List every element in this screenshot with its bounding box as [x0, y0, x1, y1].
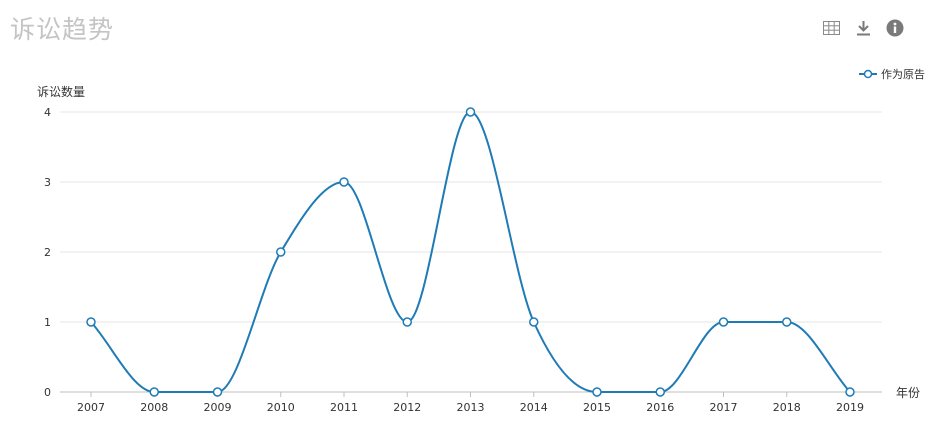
x-tick-label: 2013 [457, 401, 485, 414]
data-point[interactable] [276, 247, 286, 257]
x-axis-label: 年份 [896, 386, 920, 400]
data-point[interactable] [86, 317, 96, 327]
x-tick-label: 2011 [330, 401, 358, 414]
grid [60, 111, 882, 323]
x-tick-label: 2016 [646, 401, 674, 414]
data-point[interactable] [465, 107, 476, 117]
y-tick-label: 4 [44, 106, 51, 119]
legend-label: 作为原告 [881, 68, 925, 81]
info-icon[interactable] [885, 18, 905, 38]
download-icon[interactable] [853, 18, 873, 38]
chart-title: 诉讼趋势 [10, 15, 115, 44]
x-tick-label: 2008 [140, 401, 168, 414]
chart-toolbar [821, 18, 905, 38]
series-layer [86, 107, 855, 397]
table-icon[interactable] [821, 18, 841, 38]
data-point[interactable] [529, 317, 539, 327]
y-tick-label: 3 [44, 176, 51, 189]
x-tick-label: 2018 [773, 401, 801, 414]
data-point[interactable] [592, 387, 602, 397]
axes: 0 1 2 3 4 2007 2008 2009 2010 2011 2012 2013 2014 201… [44, 106, 882, 414]
data-point[interactable] [402, 317, 412, 327]
y-tick-label: 1 [44, 316, 51, 329]
data-point[interactable] [782, 317, 792, 327]
chart-legend[interactable]: 作为原告 [859, 66, 925, 82]
data-point[interactable] [149, 387, 159, 397]
x-tick-label: 2019 [836, 401, 864, 414]
data-point[interactable] [212, 387, 223, 397]
data-point[interactable] [655, 387, 665, 397]
x-tick-label: 2010 [267, 401, 295, 414]
x-tick-label: 2017 [710, 401, 738, 414]
x-tick-label: 2015 [583, 401, 611, 414]
y-tick-label: 2 [44, 246, 51, 259]
x-tick-label: 2014 [520, 401, 548, 414]
series-line [90, 110, 851, 393]
data-point[interactable] [845, 387, 855, 397]
x-tick-label: 2009 [204, 401, 232, 414]
y-axis-label: 诉讼数量 [37, 84, 85, 99]
legend-marker-icon [859, 69, 877, 79]
data-point[interactable] [339, 177, 349, 187]
data-point[interactable] [718, 317, 729, 327]
x-tick-label: 2007 [77, 401, 105, 414]
y-tick-label: 0 [44, 386, 51, 399]
x-tick-label: 2012 [393, 401, 421, 414]
